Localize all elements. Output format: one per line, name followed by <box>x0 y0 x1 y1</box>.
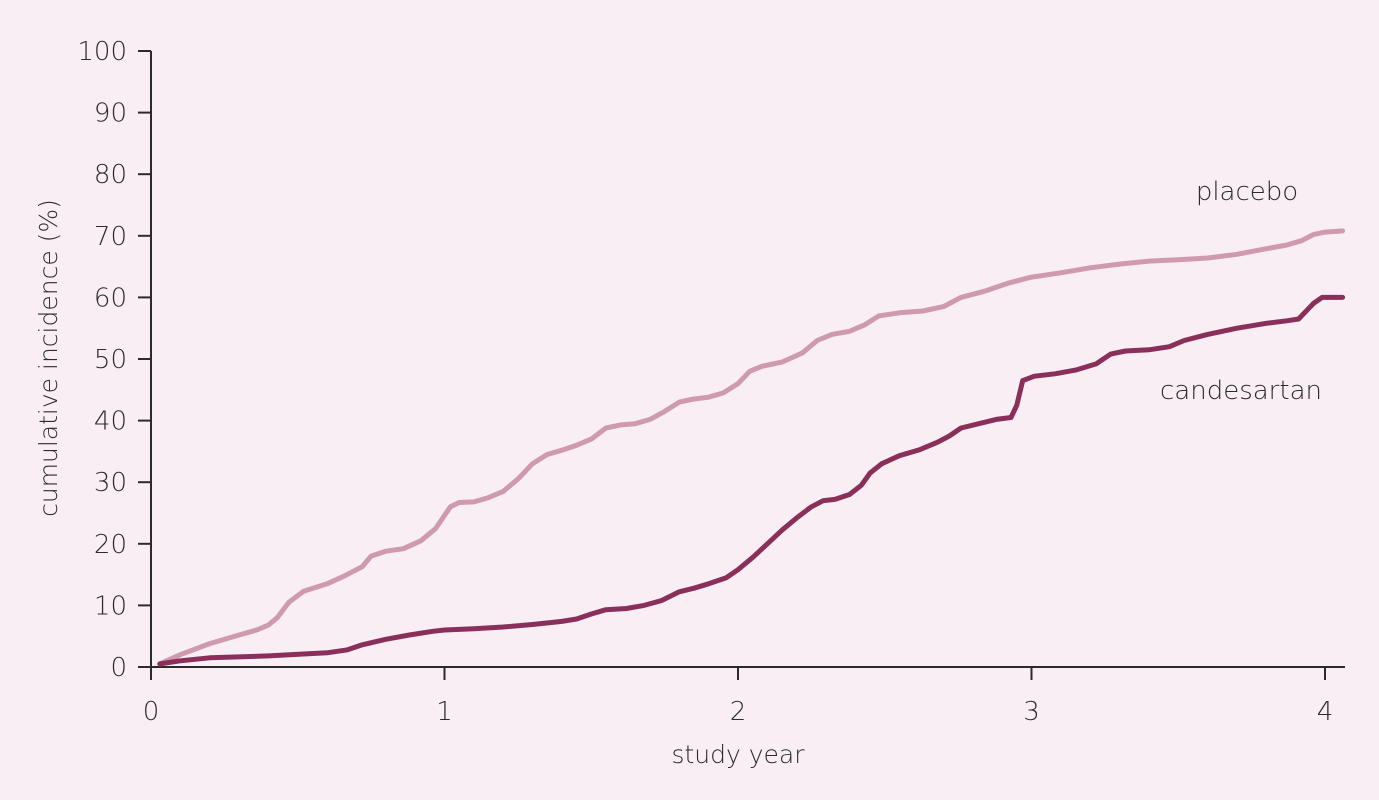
x-tick-label: 2 <box>730 697 747 727</box>
x-ticks: 0 1 2 3 4 <box>143 667 1334 727</box>
y-tick-label: 100 <box>77 37 127 67</box>
series-label-placebo: placebo <box>1196 177 1298 207</box>
x-tick-label: 4 <box>1317 697 1334 727</box>
y-tick-label: 30 <box>94 468 127 498</box>
x-tick-label: 0 <box>143 697 160 727</box>
series-line-placebo <box>157 228 1346 667</box>
series-labels: placebo candesartan <box>1160 177 1322 406</box>
x-tick-label: 1 <box>436 697 453 727</box>
y-tick-label: 80 <box>94 160 127 190</box>
y-tick-label: 60 <box>94 283 127 313</box>
y-tick-label: 10 <box>94 591 127 621</box>
y-tick-label: 50 <box>94 345 127 375</box>
y-tick-label: 40 <box>94 407 127 437</box>
series-line-candesartan <box>157 294 1346 667</box>
axes <box>150 51 1345 668</box>
y-tick-label: 70 <box>94 222 127 252</box>
series <box>157 228 1346 667</box>
x-axis-title: study year <box>671 740 805 769</box>
y-axis-title: cumulative incidence (%) <box>34 199 63 517</box>
y-ticks: 0 10 20 30 40 50 60 70 80 90 100 <box>77 37 151 683</box>
series-label-candesartan: candesartan <box>1160 376 1322 406</box>
y-tick-label: 0 <box>110 653 127 683</box>
y-tick-label: 20 <box>94 530 127 560</box>
y-tick-label: 90 <box>94 99 127 129</box>
x-tick-label: 3 <box>1023 697 1040 727</box>
